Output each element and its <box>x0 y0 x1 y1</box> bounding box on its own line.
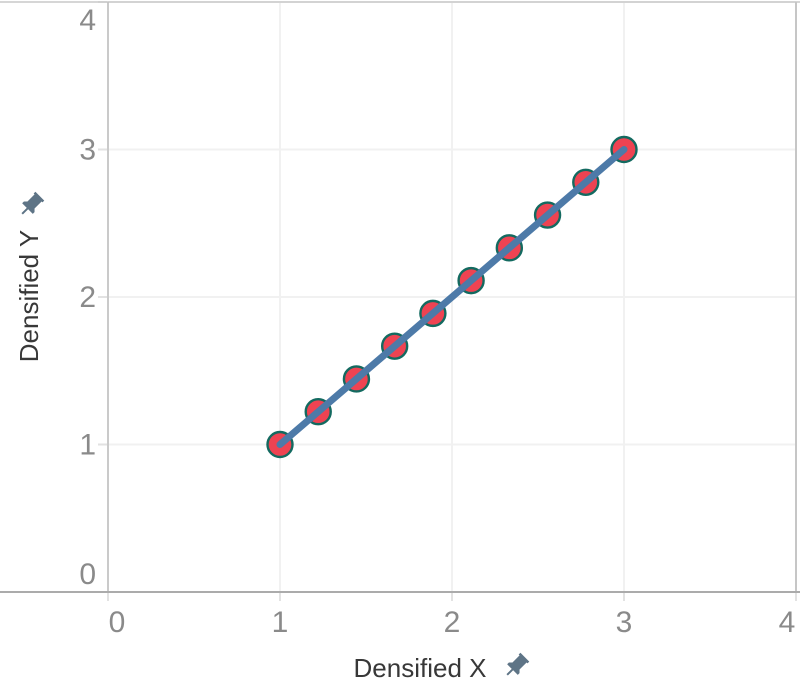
series-line-group <box>276 146 628 448</box>
y-tick-label: 0 <box>79 558 96 591</box>
y-axis-pin-icon[interactable] <box>17 191 45 219</box>
x-axis-pin-icon[interactable] <box>502 652 530 680</box>
x-axis-tick-labels: 0 1 2 3 4 <box>109 606 796 639</box>
x-tick-label: 2 <box>444 606 461 639</box>
y-tick-label: 1 <box>79 429 96 462</box>
y-tick-label: 2 <box>79 281 96 314</box>
x-tick-label: 3 <box>616 606 633 639</box>
x-tick-label: 4 <box>779 606 796 639</box>
y-axis-title: Densified Y <box>14 230 44 363</box>
y-tick-label: 4 <box>79 4 96 37</box>
x-tick-label: 0 <box>109 606 126 639</box>
x-tick-label: 1 <box>272 606 289 639</box>
y-tick-label: 3 <box>79 134 96 167</box>
x-axis-title: Densified X <box>354 653 487 683</box>
series-line[interactable] <box>276 146 628 448</box>
y-axis-tick-labels: 0 1 2 3 4 <box>79 4 96 591</box>
